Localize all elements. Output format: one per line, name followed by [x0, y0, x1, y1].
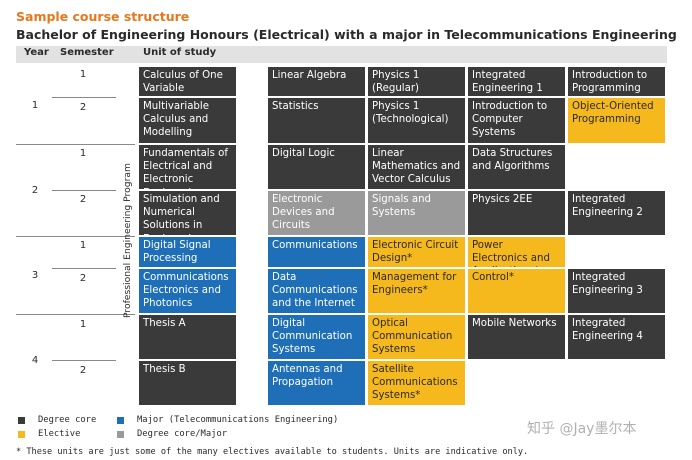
- unit-cell: Signals and Systems: [368, 191, 465, 235]
- year-divider: [16, 314, 135, 315]
- footnote: * These units are just some of the many …: [16, 447, 529, 457]
- semester-divider: [52, 97, 116, 98]
- unit-cell: Optical Communication Systems: [368, 315, 465, 359]
- program-side-label-text: Professional Engineering Program: [122, 163, 133, 318]
- unit-cell: Introduction to Programming: [568, 67, 665, 96]
- semester-label: 2: [79, 102, 87, 113]
- unit-cell: Integrated Engineering 2: [568, 191, 665, 235]
- legend-swatch-elective: [18, 431, 25, 438]
- unit-cell: Digital Logic: [268, 145, 365, 189]
- legend-label-core: Degree core: [38, 415, 97, 425]
- watermark: 知乎 @Jay墨尔本: [527, 421, 637, 437]
- unit-cell: Object-Oriented Programming: [568, 98, 665, 143]
- unit-cell: Data Communications and the Internet: [268, 269, 365, 313]
- unit-cell: Physics 1 (Technological): [368, 98, 465, 143]
- column-header-unit: Unit of study: [143, 47, 217, 58]
- semester-divider: [52, 190, 116, 191]
- unit-cell: Integrated Engineering 1: [468, 67, 565, 96]
- unit-cell: Integrated Engineering 3: [568, 269, 665, 313]
- unit-cell: Calculus of One Variable: [139, 67, 236, 96]
- year-label: 3: [31, 270, 39, 281]
- unit-cell: Statistics: [268, 98, 365, 143]
- unit-cell: Linear Mathematics and Vector Calculus: [368, 145, 465, 189]
- unit-cell: Integrated Engineering 4: [568, 315, 665, 359]
- unit-cell: Digital Communication Systems: [268, 315, 365, 359]
- unit-cell: Thesis A: [139, 315, 236, 359]
- unit-cell: Digital Signal Processing: [139, 237, 236, 267]
- year-divider: [16, 236, 135, 237]
- semester-divider: [52, 268, 116, 269]
- legend-label-elective: Elective: [38, 429, 81, 439]
- unit-cell: Communications: [268, 237, 365, 267]
- year-label: 4: [31, 355, 39, 366]
- unit-cell: Introduction to Computer Systems: [468, 98, 565, 143]
- unit-cell: Power Electronics and Applications*: [468, 237, 565, 267]
- year-label: 2: [31, 185, 39, 196]
- unit-cell: Multivariable Calculus and Modelling: [139, 98, 236, 143]
- unit-cell: Thesis B: [139, 361, 236, 405]
- unit-cell: Control*: [468, 269, 565, 313]
- page-heading: Sample course structure: [16, 9, 190, 24]
- column-header-year: Year: [24, 47, 49, 58]
- unit-cell: Fundamentals of Electrical and Electroni…: [139, 145, 236, 189]
- legend-swatch-core-major: [117, 431, 124, 438]
- unit-cell: Physics 1 (Regular): [368, 67, 465, 96]
- semester-label: 2: [79, 365, 87, 376]
- semester-label: 1: [79, 319, 87, 330]
- year-divider: [16, 144, 135, 145]
- semester-label: 1: [79, 240, 87, 251]
- legend-swatch-core: [18, 417, 25, 424]
- page-title: Bachelor of Engineering Honours (Electri…: [16, 27, 677, 42]
- unit-cell: Electronic Circuit Design*: [368, 237, 465, 267]
- unit-cell: Communications Electronics and Photonics: [139, 269, 236, 313]
- year-label: 1: [31, 100, 39, 111]
- semester-label: 1: [79, 69, 87, 80]
- semester-label: 2: [79, 273, 87, 284]
- unit-cell: Simulation and Numerical Solutions in En…: [139, 191, 236, 235]
- semester-label: 2: [79, 194, 87, 205]
- legend-swatch-major: [117, 417, 124, 424]
- unit-cell: Electronic Devices and Circuits: [268, 191, 365, 235]
- unit-cell: Physics 2EE: [468, 191, 565, 235]
- legend-label-core-major: Degree core/Major: [137, 429, 228, 439]
- unit-cell: Linear Algebra: [268, 67, 365, 96]
- legend-label-major: Major (Telecommunications Engineering): [137, 415, 339, 425]
- semester-divider: [52, 360, 116, 361]
- table-header-bar: [16, 46, 667, 63]
- semester-label: 1: [79, 148, 87, 159]
- column-header-semester: Semester: [60, 47, 114, 58]
- unit-cell: Satellite Communications Systems*: [368, 361, 465, 405]
- unit-cell: Data Structures and Algorithms: [468, 145, 565, 189]
- unit-cell: Management for Engineers*: [368, 269, 465, 313]
- unit-cell: Antennas and Propagation: [268, 361, 365, 405]
- unit-cell: Mobile Networks: [468, 315, 565, 359]
